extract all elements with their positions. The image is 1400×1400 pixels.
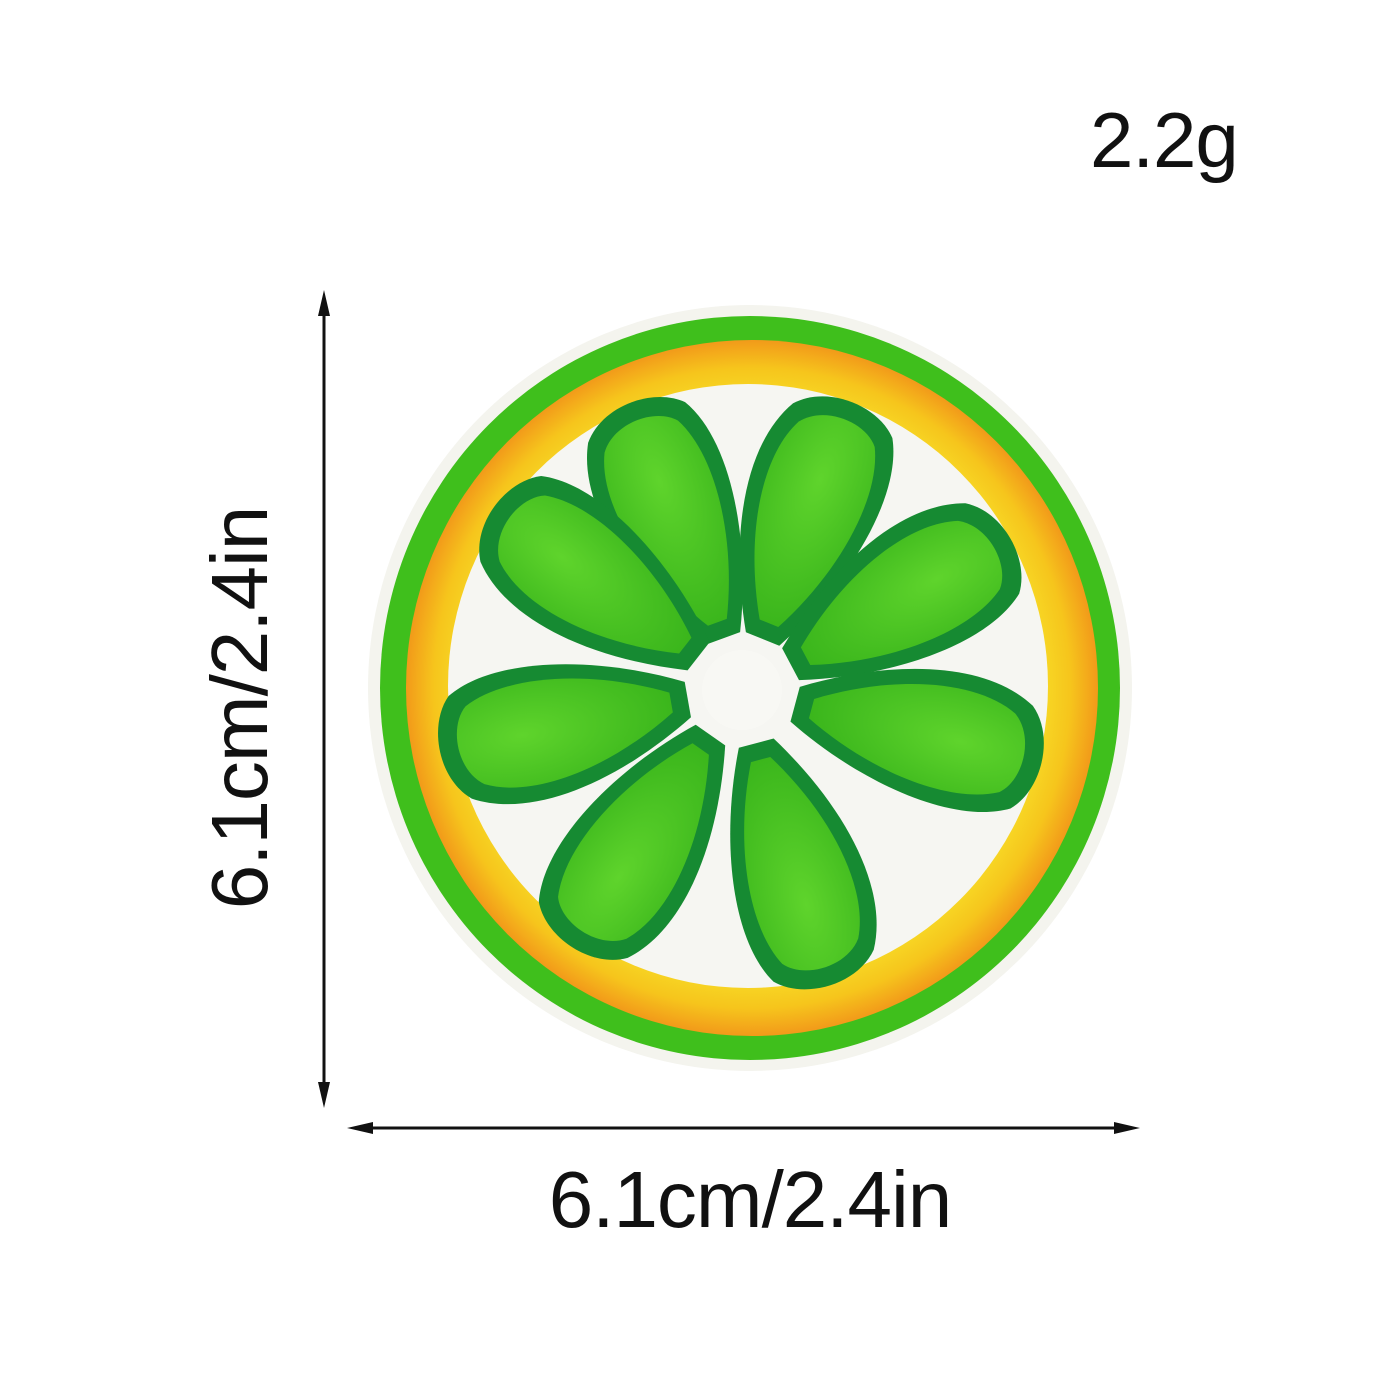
width-label: 6.1cm/2.4in [548, 1155, 953, 1244]
height-label: 6.1cm/2.4in [195, 506, 284, 910]
weight-label: 2.2g [1090, 96, 1239, 184]
lime-slice-icon [368, 305, 1132, 1071]
height-dimension-arrow [318, 290, 330, 1108]
width-dimension-arrow [347, 1122, 1140, 1134]
